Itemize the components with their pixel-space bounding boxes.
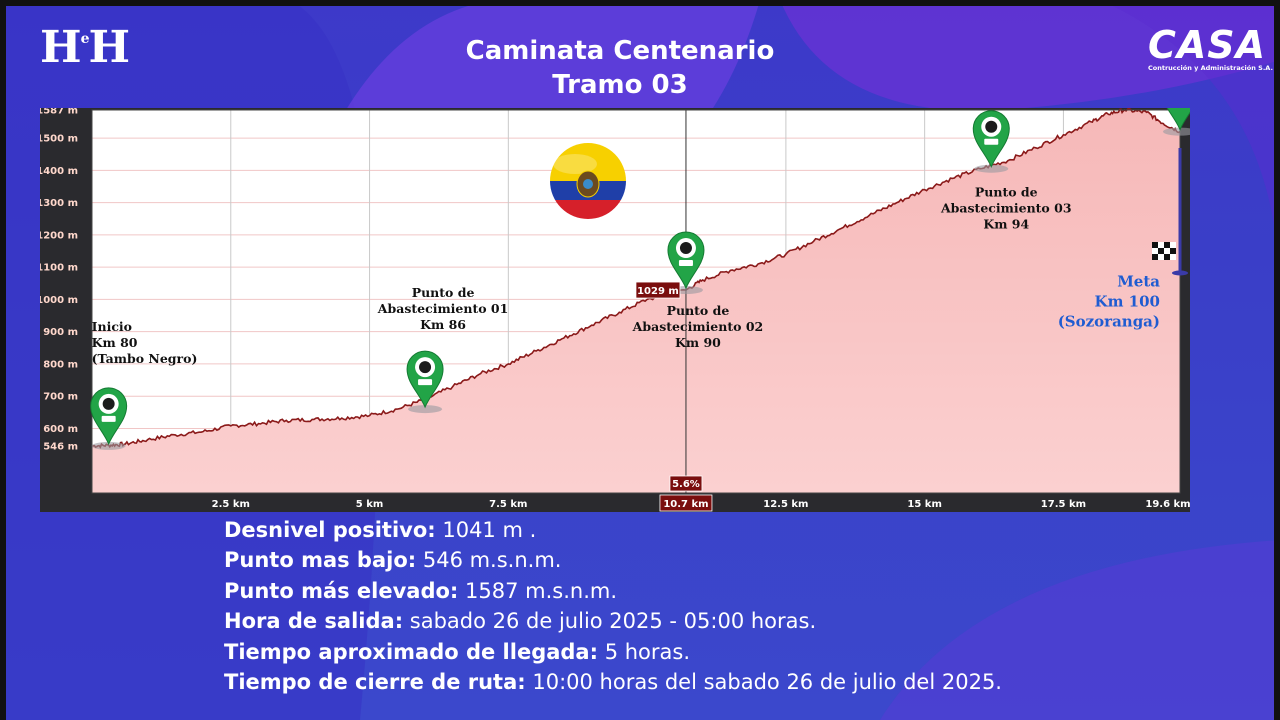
y-tick-label: 1587 m (40, 108, 78, 117)
stat-value: 546 m.s.n.m. (416, 548, 562, 573)
waypoint-label-line: Abastecimiento 03 (940, 201, 1072, 216)
y-tick-label: 1200 m (40, 230, 78, 241)
waypoint-label-line: Meta (1117, 273, 1160, 291)
waypoint-label-line: Km 80 (92, 335, 138, 350)
stat-row: Punto mas bajo: 546 m.s.n.m. (224, 545, 1002, 575)
waypoint-label: Punto de Abastecimiento 03 Km 94 (940, 185, 1072, 232)
x-tick-label: 12.5 km (763, 499, 808, 510)
waypoint-label-line: Inicio (92, 319, 132, 334)
map-pin-icon (406, 350, 444, 414)
cursor-x-label: 10.7 km (659, 494, 713, 512)
stat-value: 5 horas. (598, 639, 691, 664)
stat-row: Tiempo de cierre de ruta: 10:00 horas de… (224, 667, 1002, 697)
ecuador-flag-icon (550, 143, 626, 219)
y-tick-label: 600 m (43, 424, 78, 435)
map-pin-icon (667, 231, 705, 295)
page-title: Caminata Centenario Tramo 03 (360, 34, 880, 102)
y-tick-label: 1500 m (40, 134, 78, 145)
stat-value: 1587 m.s.n.m. (458, 578, 618, 603)
waypoint-label: Punto de Abastecimiento 02 Km 90 (632, 303, 764, 350)
y-tick-label: 800 m (43, 359, 78, 370)
y-tick-label: 1000 m (40, 295, 78, 306)
elevation-line (92, 108, 1181, 449)
cursor-grade-value: 5.6% (672, 479, 700, 490)
stat-label: Desnivel positivo: (224, 518, 436, 542)
stat-value: sabado 26 de julio 2025 - 05:00 horas. (403, 609, 817, 634)
cursor-x-value: 10.7 km (663, 499, 708, 510)
heh-logo: HHHeH (40, 22, 130, 73)
stat-label: Tiempo de cierre de ruta: (224, 670, 526, 695)
finish-label: Meta Km 100 (Sozoranga) (1058, 273, 1161, 331)
waypoint-label-line: Abastecimiento 01 (377, 301, 509, 316)
stat-value: 10:00 horas del sabado 26 de julio del 2… (525, 670, 1002, 695)
y-tick-label: 1100 m (40, 263, 78, 274)
casa-logo-text: CASA (1148, 23, 1267, 67)
map-pin-icon (1163, 108, 1190, 136)
y-tick-label: 546 m (43, 441, 78, 452)
title-line-2: Tramo 03 (552, 70, 688, 100)
waypoint-label: Punto de Abastecimiento 01 Km 86 (377, 285, 509, 332)
x-tick-label: 15 km (907, 499, 941, 510)
stat-label: Hora de salida: (224, 609, 404, 634)
waypoint-label-line: Punto de (975, 185, 1038, 200)
waypoint-label: Inicio Km 80 (Tambo Negro) (92, 319, 198, 366)
x-tick-label: 17.5 km (1041, 499, 1086, 510)
checkered-flag-icon (1152, 148, 1188, 276)
stat-row: Desnivel positivo: 1041 m . (224, 515, 1002, 545)
elevation-area (92, 108, 1180, 493)
y-tick-label: 1300 m (40, 198, 78, 209)
cursor-y-label: 1029 m (635, 281, 681, 299)
stat-row: Tiempo aproximado de llegada: 5 horas. (224, 637, 1002, 667)
stat-row: Punto más elevado: 1587 m.s.n.m. (224, 576, 1002, 606)
x-tick-label: 2.5 km (212, 499, 250, 510)
casa-logo-tagline: Contrucción y Administración S.A. (1148, 64, 1273, 72)
y-tick-label: 900 m (43, 327, 78, 338)
waypoint-label-line: (Tambo Negro) (92, 351, 198, 366)
x-tick-label: 7.5 km (489, 499, 527, 510)
title-line-1: Caminata Centenario (465, 36, 775, 66)
cursor-y-value: 1029 m (637, 286, 679, 297)
route-stats: Desnivel positivo: 1041 m . Punto mas ba… (224, 515, 1002, 697)
y-tick-label: 1400 m (40, 166, 78, 177)
stat-label: Punto mas bajo: (224, 548, 417, 573)
waypoint-label-line: Punto de (667, 303, 730, 318)
cursor-grade-label: 5.6% (669, 475, 703, 492)
waypoint-label-line: Punto de (412, 285, 475, 300)
waypoint-label-line: Km 100 (1095, 293, 1160, 311)
map-pin-icon (90, 387, 128, 450)
plot-frame (91, 109, 1181, 494)
stat-label: Punto más elevado: (224, 578, 459, 603)
casa-logo: CASA Contrucción y Administración S.A. (1148, 23, 1273, 72)
elevation-chart: 546 m 600 m 700 m 800 m 900 m 1000 m 1100 m 120… (40, 108, 1190, 512)
waypoint-label-line: Km 90 (675, 335, 721, 350)
map-pin-icon (972, 110, 1010, 173)
x-tick-label: 5 km (356, 499, 384, 510)
waypoint-label-line: Km 86 (420, 317, 466, 332)
x-tick-label: 19.6 km (1145, 499, 1190, 510)
stat-row: Hora de salida: sabado 26 de julio 2025 … (224, 606, 1002, 636)
waypoint-label-line: Km 94 (983, 217, 1029, 232)
elevation-chart-svg: 546 m 600 m 700 m 800 m 900 m 1000 m 1100 m 120… (40, 108, 1190, 512)
stat-label: Tiempo aproximado de llegada: (224, 639, 599, 664)
waypoint-label-line: (Sozoranga) (1058, 313, 1160, 331)
waypoint-label-line: Abastecimiento 02 (632, 319, 764, 334)
y-tick-label: 700 m (43, 392, 78, 403)
stat-value: 1041 m . (435, 518, 537, 542)
